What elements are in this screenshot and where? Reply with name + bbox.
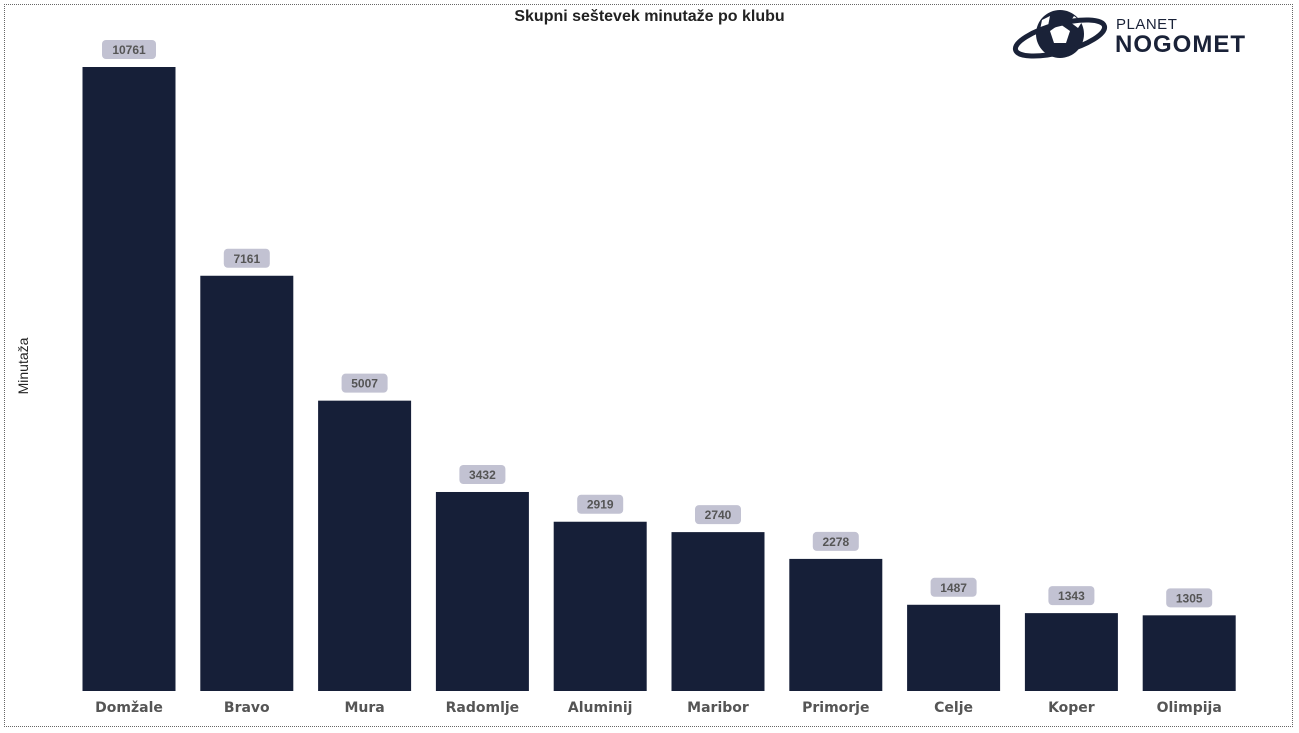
chart-title: Skupni seštevek minutaže po klubu (514, 8, 785, 25)
data-label-bg (930, 577, 977, 597)
data-label-bg (1166, 588, 1213, 608)
data-label: 5007 (351, 377, 378, 391)
x-tick-label: Celje (934, 700, 973, 716)
data-label: 3432 (469, 468, 496, 482)
data-label: 2740 (705, 508, 732, 522)
data-label: 1343 (1058, 589, 1085, 603)
bar-radomlje (435, 491, 529, 691)
x-tick-label: Bravo (224, 700, 270, 716)
data-label-bg (459, 464, 506, 484)
data-label-bg (577, 494, 624, 514)
data-label: 10761 (112, 43, 146, 57)
bar-olimpija (1142, 615, 1236, 691)
data-label-bg (102, 40, 156, 59)
x-tick-label: Koper (1048, 700, 1095, 716)
bar-mura (318, 400, 412, 691)
data-label: 2919 (587, 498, 614, 512)
bar-celje (907, 604, 1001, 691)
data-label: 1305 (1176, 591, 1203, 605)
data-label: 7161 (233, 252, 260, 266)
data-label: 2278 (822, 535, 849, 549)
data-label-bg (341, 373, 388, 393)
logo-text-nogomet: NOGOMET (1115, 31, 1246, 58)
x-tick-label: Domžale (95, 700, 163, 716)
bar-maribor (671, 532, 765, 691)
data-label-bg (1048, 586, 1095, 606)
bar-bravo (200, 275, 294, 691)
data-label-bg (695, 505, 741, 525)
x-tick-label: Mura (344, 700, 384, 716)
planet-ball-icon (1012, 10, 1108, 59)
planet-nogomet-logo: PLANET NOGOMET (1012, 6, 1245, 66)
x-tick-label: Radomlje (446, 700, 520, 716)
data-label-bg (812, 531, 859, 551)
data-label: 1487 (940, 581, 967, 595)
logo-text-planet: PLANET (1116, 16, 1178, 33)
bar-domžale (82, 67, 176, 691)
bar-primorje (789, 558, 883, 691)
x-tick-label: Maribor (687, 700, 749, 716)
x-tick-label: Primorje (802, 700, 869, 716)
bar-koper (1024, 613, 1118, 691)
chart-frame (4, 4, 1293, 727)
bar-aluminij (553, 521, 647, 691)
data-label-bg (223, 248, 270, 268)
x-tick-label: Aluminij (568, 700, 633, 716)
x-tick-label: Olimpija (1157, 700, 1222, 716)
